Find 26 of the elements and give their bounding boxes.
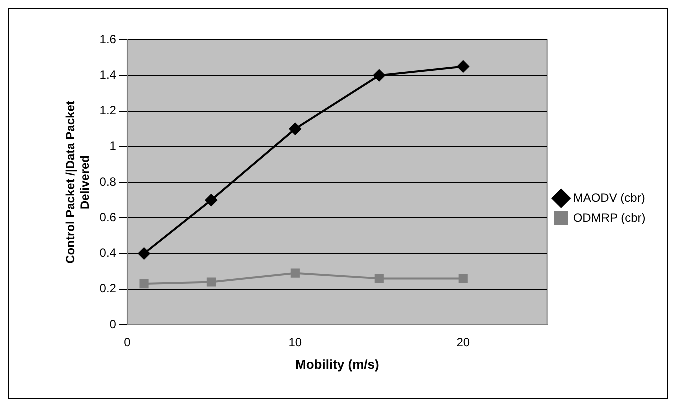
y-tick-label: 0 <box>110 317 117 332</box>
y-tick-label: 0.6 <box>100 210 117 224</box>
legend-label: MAODV (cbr) <box>573 190 646 205</box>
point <box>458 274 468 284</box>
y-tick-label: 0.8 <box>100 174 117 189</box>
y-tick-label: 1 <box>110 139 117 154</box>
point <box>206 278 216 287</box>
y-tick-label: 0.2 <box>100 282 117 296</box>
y-tick-label: 1.4 <box>100 68 117 82</box>
point <box>373 70 386 82</box>
y-axis-title: Control Packet /|Data Packet Delivered <box>64 101 92 264</box>
x-tick-label: 0 <box>124 336 132 350</box>
point <box>289 123 302 136</box>
y-tick-label: 0.4 <box>100 246 117 260</box>
point <box>205 194 218 206</box>
y-tick-label: 1.6 <box>100 32 117 46</box>
x-tick-label: 10 <box>288 336 302 350</box>
y-tick-label: 1.2 <box>100 104 117 118</box>
point <box>138 248 150 260</box>
point <box>290 268 300 278</box>
point <box>457 60 470 73</box>
point <box>140 279 149 289</box>
x-axis-title: Mobility (m/s) <box>296 356 380 372</box>
legend-label: ODMRP (cbr) <box>573 210 646 225</box>
point <box>374 274 384 284</box>
x-tick-label: 20 <box>456 336 470 350</box>
